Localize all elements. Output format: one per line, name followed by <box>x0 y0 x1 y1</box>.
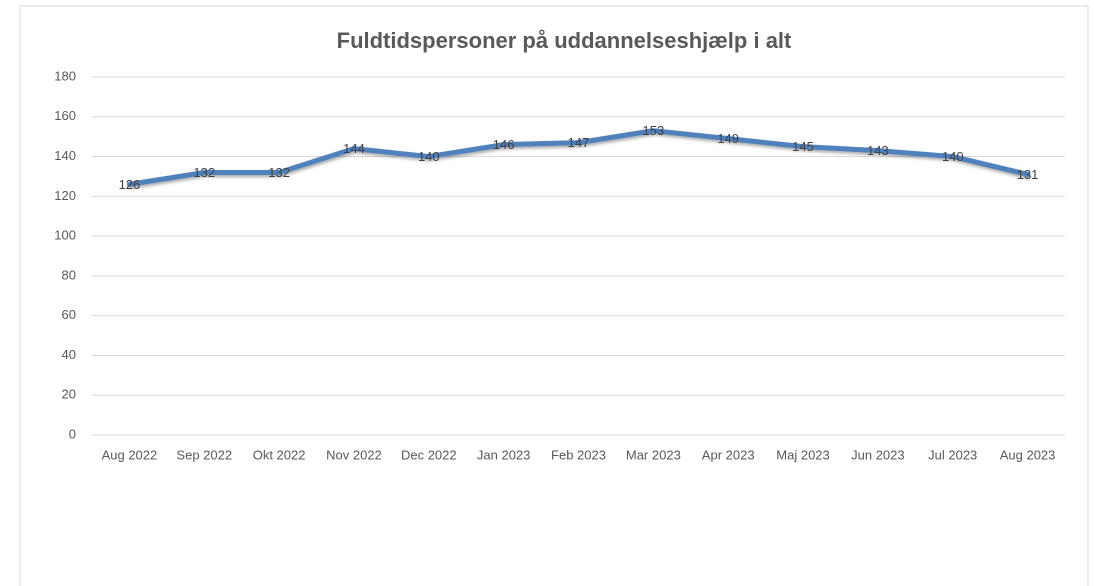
x-tick-label: Aug 2023 <box>1000 447 1056 462</box>
x-tick-label: Mar 2023 <box>626 447 681 462</box>
chart-title: Fuldtidspersoner på uddannelseshjælp i a… <box>337 28 792 53</box>
x-tick-label: Aug 2022 <box>102 447 158 462</box>
x-tick-label: Jul 2023 <box>928 447 977 462</box>
y-tick-label: 180 <box>54 68 76 83</box>
y-tick-label: 120 <box>54 188 76 203</box>
y-tick-label: 0 <box>69 426 76 441</box>
y-tick-label: 40 <box>62 347 76 362</box>
data-label: 149 <box>717 131 739 146</box>
y-tick-label: 140 <box>54 148 76 163</box>
data-label: 126 <box>119 177 141 192</box>
data-label: 143 <box>867 143 889 158</box>
x-tick-label: Sep 2022 <box>176 447 232 462</box>
x-tick-label: Okt 2022 <box>253 447 306 462</box>
data-label: 146 <box>493 137 515 152</box>
data-label: 140 <box>418 149 440 164</box>
x-tick-label: Apr 2023 <box>702 447 755 462</box>
line <box>126 128 1031 187</box>
y-tick-label: 20 <box>62 387 76 402</box>
x-tick-label: Maj 2023 <box>776 447 829 462</box>
data-label: 153 <box>642 123 664 138</box>
x-tick-label: Jun 2023 <box>851 447 905 462</box>
y-tick-label: 160 <box>54 108 76 123</box>
data-label: 147 <box>568 135 590 150</box>
x-tick-label: Dec 2022 <box>401 447 457 462</box>
data-label: 140 <box>942 149 964 164</box>
y-tick-label: 100 <box>54 228 76 243</box>
x-tick-label: Jan 2023 <box>477 447 531 462</box>
x-tick-label: Nov 2022 <box>326 447 382 462</box>
data-label: 144 <box>343 141 365 156</box>
data-label: 132 <box>193 165 215 180</box>
y-tick-label: 80 <box>62 267 76 282</box>
data-label: 145 <box>792 139 814 154</box>
data-label: 131 <box>1017 167 1039 182</box>
x-tick-label: Feb 2023 <box>551 447 606 462</box>
data-label: 132 <box>268 165 290 180</box>
chart-frame <box>19 5 1089 586</box>
y-tick-label: 60 <box>62 307 76 322</box>
